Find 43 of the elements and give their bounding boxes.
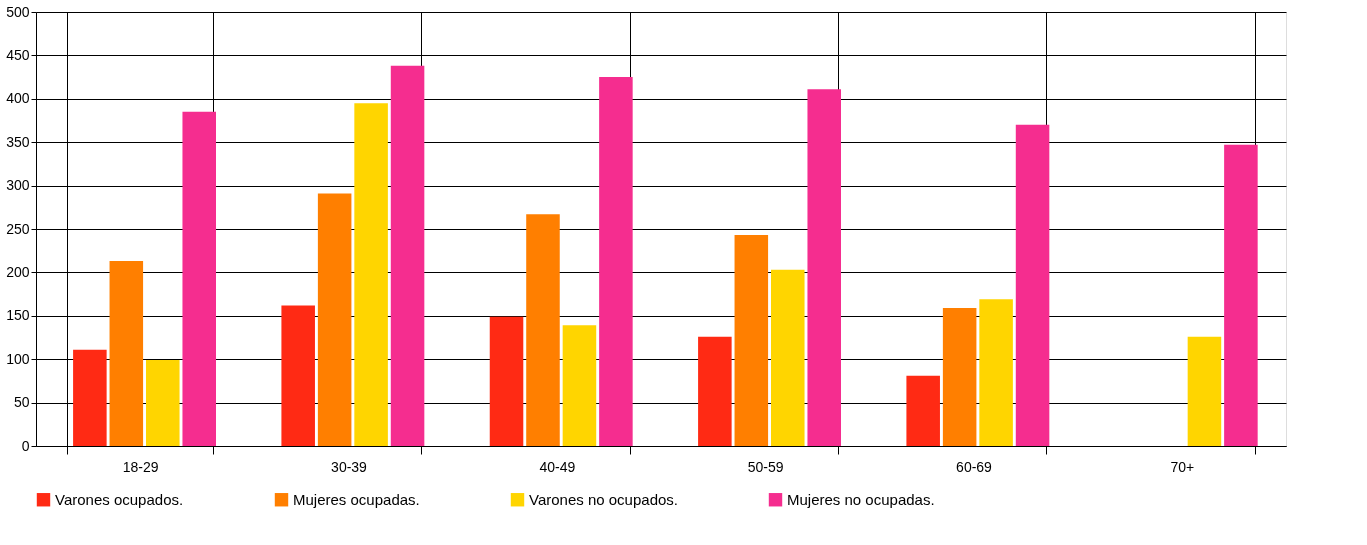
bar [182, 111, 216, 446]
bar [354, 103, 388, 446]
bar [1224, 144, 1258, 446]
y-tick-label: 200 [6, 263, 30, 280]
y-tick-label: 400 [6, 90, 30, 107]
bar [599, 77, 633, 446]
y-tick-label: 300 [6, 177, 30, 194]
bar [562, 325, 597, 446]
bar [489, 316, 524, 446]
bar [942, 307, 977, 446]
bar [526, 214, 560, 446]
bar [1015, 124, 1050, 446]
x-tick-label: 40-49 [539, 458, 576, 475]
x-tick-label: 70+ [1170, 458, 1195, 475]
bar [906, 375, 940, 446]
y-tick-label: 0 [21, 437, 30, 454]
y-tick-label: 50 [13, 394, 30, 411]
x-tick-label: 50-59 [747, 458, 784, 475]
bar [281, 305, 315, 446]
bar [734, 235, 769, 446]
legend-label: Varones ocupados. [55, 490, 184, 508]
bar [109, 261, 144, 446]
legend-label: Varones no ocupados. [529, 490, 678, 508]
bar [1187, 336, 1222, 446]
x-tick-label: 18-29 [122, 458, 159, 475]
bar [317, 193, 352, 446]
y-tick-label: 500 [6, 3, 30, 20]
legend-label: Mujeres no ocupadas. [787, 490, 935, 508]
x-tick-label: 30-39 [331, 458, 368, 475]
x-tick-label: 60-69 [956, 458, 993, 475]
y-tick-label: 100 [6, 350, 30, 367]
legend-label: Mujeres ocupadas. [293, 490, 420, 508]
bar [390, 65, 425, 446]
y-tick-label: 350 [6, 133, 30, 150]
bar [73, 349, 107, 446]
bar [807, 89, 841, 446]
y-tick-label: 450 [6, 46, 30, 63]
y-tick-label: 150 [6, 307, 30, 324]
bar [146, 360, 180, 446]
y-tick-label: 250 [6, 220, 30, 237]
bar [771, 269, 805, 446]
bar [979, 299, 1013, 446]
bar [698, 336, 732, 446]
